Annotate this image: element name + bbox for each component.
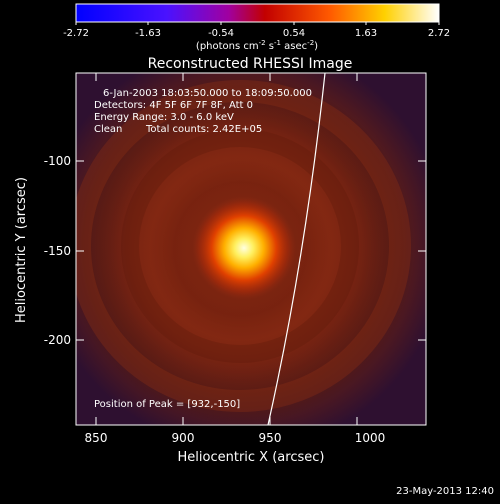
flare-peak (192, 196, 296, 300)
colorbar-tick: -2.72 (63, 28, 89, 39)
colorbar-units: (photons cm-2 s-1 asec-2) (196, 39, 318, 52)
colorbar-tick: -0.54 (208, 28, 234, 39)
y-axis-label: Heliocentric Y (arcsec) (14, 177, 29, 323)
colorbar-tick: 2.72 (428, 28, 450, 39)
plot-frame (75, 72, 427, 426)
x-tick-label: 850 (85, 431, 108, 445)
peak-position: Position of Peak = [932,-150] (94, 399, 240, 410)
info-detectors: Detectors: 4F 5F 6F 7F 8F, Att 0 (94, 100, 253, 111)
colorbar-tick: 1.63 (355, 28, 377, 39)
x-tick-label: 950 (259, 431, 282, 445)
colorbar-tick: 0.54 (283, 28, 305, 39)
x-axis-ticks (95, 73, 358, 425)
y-axis-ticks (76, 160, 426, 341)
info-total-counts: Total counts: 2.42E+05 (145, 124, 262, 135)
y-tick-label: -100 (44, 154, 71, 168)
info-annotation: 6-Jan-2003 18:03:50.000 to 18:09:50.000 … (94, 88, 312, 135)
colorbar: -2.72 -1.63 -0.54 0.54 1.63 2.72 (photon… (63, 3, 450, 52)
colorbar-tick: -1.63 (135, 28, 161, 39)
info-time-range: 6-Jan-2003 18:03:50.000 to 18:09:50.000 (103, 88, 312, 99)
colorbar-gradient (75, 3, 440, 23)
x-axis-label: Heliocentric X (arcsec) (178, 450, 325, 465)
solar-limb (267, 73, 326, 425)
rhessi-image (76, 73, 426, 425)
x-tick-label: 1000 (355, 431, 386, 445)
y-tick-label: -150 (44, 244, 71, 258)
y-tick-label: -200 (44, 333, 71, 347)
plot-title: Reconstructed RHESSI Image (148, 56, 353, 72)
footer-timestamp: 23-May-2013 12:40 (396, 486, 494, 497)
info-clean: Clean (94, 124, 122, 135)
x-tick-label: 900 (172, 431, 195, 445)
info-energy-range: Energy Range: 3.0 - 6.0 keV (94, 112, 234, 123)
